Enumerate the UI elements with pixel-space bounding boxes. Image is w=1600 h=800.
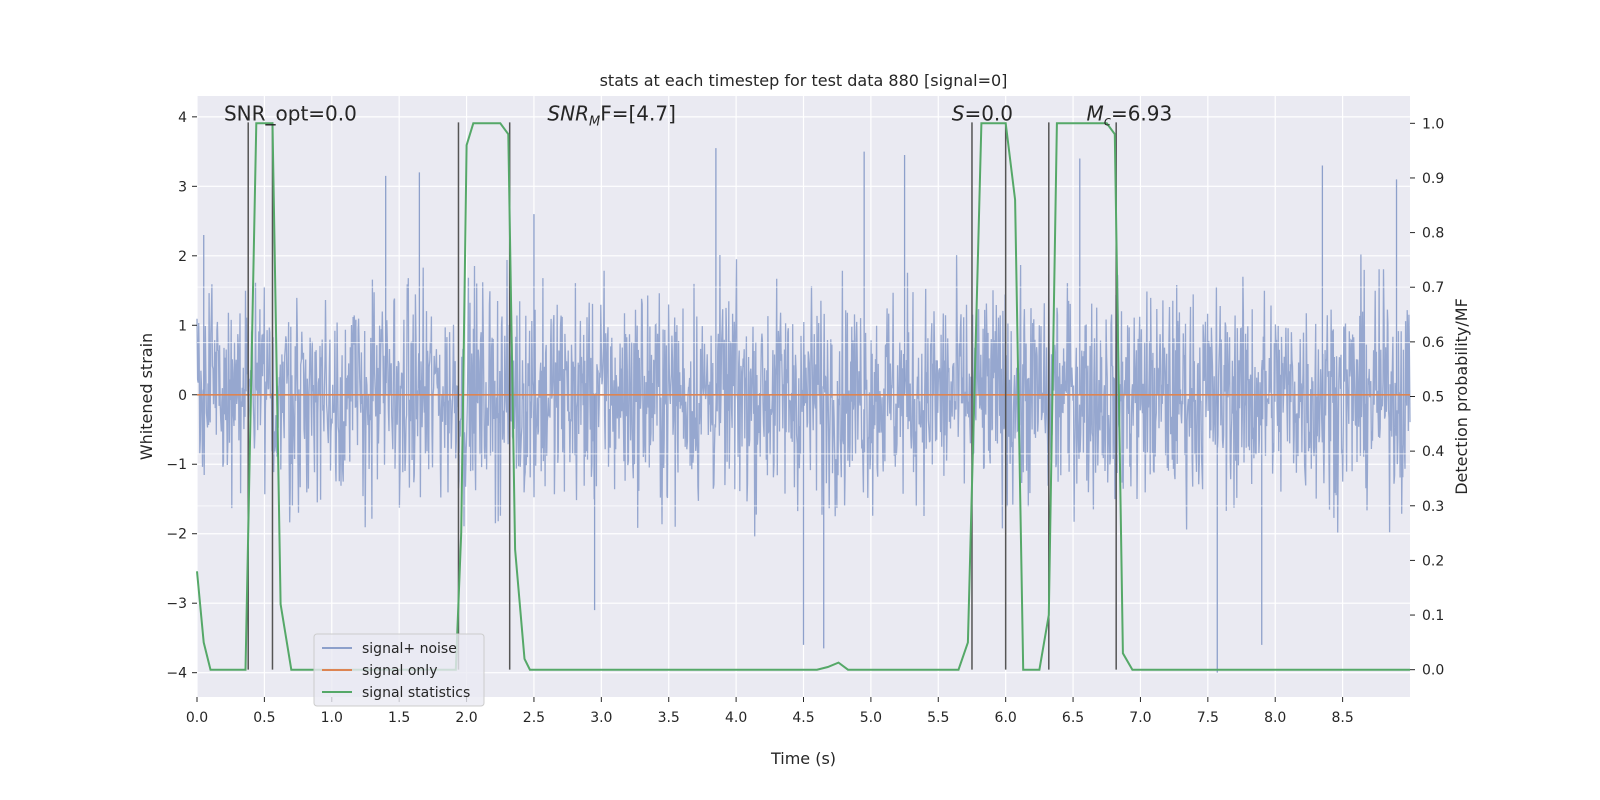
y2-tick-label: 0.1 xyxy=(1422,608,1444,624)
y-tick-label: 0 xyxy=(178,388,187,404)
x-tick-label: 8.0 xyxy=(1264,710,1286,726)
x-tick-label: 6.0 xyxy=(995,710,1017,726)
y2-tick-label: 0.9 xyxy=(1422,171,1444,187)
y2-tick-label: 0.8 xyxy=(1422,226,1444,242)
annotation-snr-mf: SNRMF=[4.7] xyxy=(547,101,675,129)
noise-trace xyxy=(196,254,1411,537)
x-tick-label: 4.5 xyxy=(792,710,814,726)
y-tick-label: 2 xyxy=(178,249,187,265)
x-axis-label: Time (s) xyxy=(770,749,836,768)
y-tick-label: 3 xyxy=(178,179,187,195)
x-tick-label: 5.5 xyxy=(927,710,949,726)
y-axis-label: Whitened strain xyxy=(137,333,156,460)
legend: signal+ noise signal only signal statistic… xyxy=(313,633,485,707)
y2-tick-label: 0.3 xyxy=(1422,499,1444,515)
x-tick-label: 2.5 xyxy=(523,710,545,726)
annotation-s-val: S=0.0 xyxy=(952,101,1013,125)
x-tick-label: 7.0 xyxy=(1129,710,1151,726)
y2-tick-label: 0.7 xyxy=(1422,280,1444,296)
axes: 0.0 0.5 1.0 1.5 2.0 2.5 3.0 3.5 4.0 4.5 5.0 5.5 6.0 6… xyxy=(166,110,1444,726)
y-tick-label: −1 xyxy=(166,457,187,473)
x-tick-label: 7.5 xyxy=(1197,710,1219,726)
x-tick-label: 3.0 xyxy=(590,710,612,726)
legend-label: signal statistics xyxy=(362,685,470,701)
series-signal-statistics xyxy=(196,122,1410,671)
legend-label: signal+ noise xyxy=(362,641,457,657)
x-tick-label: 5.0 xyxy=(860,710,882,726)
y2-tick-label: 0.0 xyxy=(1422,663,1444,679)
x-tick-label: 1.0 xyxy=(321,710,343,726)
series-signal-plus-noise xyxy=(196,148,1411,673)
annotations: SNR_opt=0.0 SNRMF=[4.7] S=0.0 Mc=6.93 xyxy=(224,101,1172,129)
y2-tick-label: 0.2 xyxy=(1422,553,1444,569)
y2-tick-label: 1.0 xyxy=(1422,116,1444,132)
y2-tick-label: 0.4 xyxy=(1422,444,1444,460)
x-tick-label: 2.0 xyxy=(455,710,477,726)
y2-tick-label: 0.6 xyxy=(1422,335,1444,351)
signal-statistics-line xyxy=(196,122,1410,671)
y-tick-label: −3 xyxy=(166,596,187,612)
legend-label: signal only xyxy=(362,663,437,679)
x-tick-label: 1.5 xyxy=(388,710,410,726)
x-tick-label: 8.5 xyxy=(1331,710,1353,726)
x-tick-label: 0.5 xyxy=(253,710,275,726)
y-tick-label: −2 xyxy=(166,527,187,543)
legend-box xyxy=(313,633,485,707)
y2-tick-label: 0.5 xyxy=(1422,390,1444,406)
x-tick-label: 3.5 xyxy=(658,710,680,726)
annotation-snr-opt: SNR_opt=0.0 xyxy=(224,101,357,125)
chart-title: stats at each timestep for test data 880… xyxy=(600,71,1008,90)
annotation-mc-val: Mc=6.93 xyxy=(1087,101,1173,129)
y-tick-label: 1 xyxy=(178,318,187,334)
x-tick-label: 0.0 xyxy=(186,710,208,726)
y-tick-label: 4 xyxy=(178,110,187,126)
x-tick-label: 6.5 xyxy=(1062,710,1084,726)
x-tick-label: 4.0 xyxy=(725,710,747,726)
y-tick-label: −4 xyxy=(166,666,187,682)
y2-axis-label: Detection probability/MF xyxy=(1452,298,1471,495)
